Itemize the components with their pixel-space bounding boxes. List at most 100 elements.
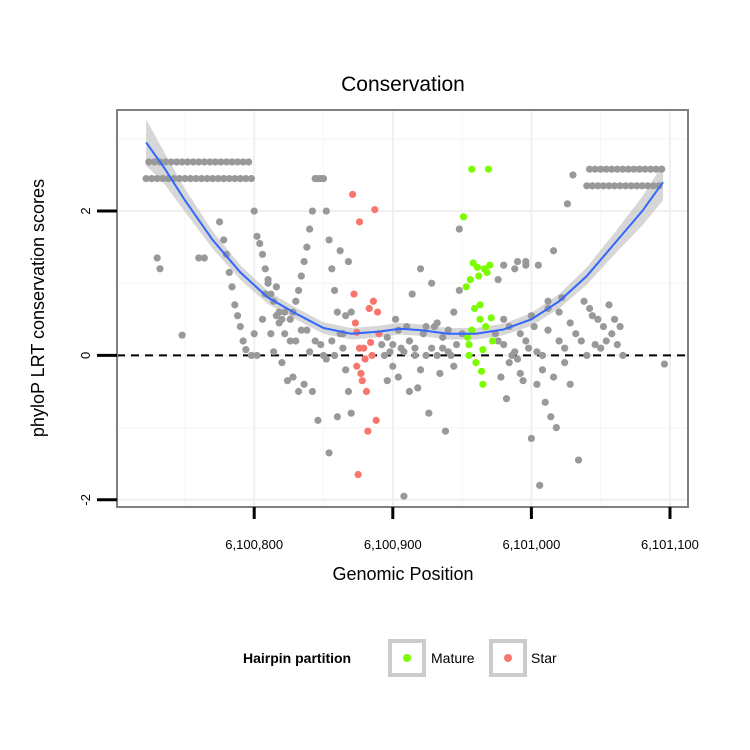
point-other <box>511 348 519 356</box>
point-other <box>308 387 317 396</box>
point-other <box>561 344 569 352</box>
point-other <box>225 174 233 183</box>
point-other <box>516 330 524 338</box>
point-other <box>588 182 596 190</box>
smooth-trend-line <box>145 141 664 335</box>
point-other <box>250 330 258 338</box>
point-other <box>189 158 197 166</box>
point-mature <box>482 322 490 331</box>
point-other <box>630 165 638 173</box>
point-other <box>184 158 192 166</box>
point-other <box>538 366 547 374</box>
point-other <box>172 158 181 166</box>
point-other <box>231 301 239 309</box>
point-other <box>522 337 530 345</box>
point-other <box>555 308 563 316</box>
point-other <box>525 344 533 352</box>
point-mature <box>465 340 473 349</box>
point-other <box>161 158 170 166</box>
point-other <box>605 301 613 309</box>
point-other <box>505 359 513 367</box>
point-other <box>622 182 630 190</box>
point-mature <box>487 314 495 322</box>
point-other <box>444 348 452 356</box>
point-other <box>541 398 549 406</box>
point-other <box>583 182 591 190</box>
point-other <box>619 165 627 173</box>
point-other <box>342 312 350 320</box>
point-other <box>215 218 224 226</box>
point-other <box>386 348 394 356</box>
point-other <box>422 351 430 360</box>
legend-item-mature: Mature <box>388 639 475 677</box>
point-other <box>211 158 220 166</box>
point-other <box>588 312 596 320</box>
point-other <box>610 315 619 323</box>
point-other <box>272 283 280 291</box>
point-other <box>527 434 535 443</box>
legend-item-star: Star <box>489 639 557 677</box>
point-other <box>419 330 427 338</box>
point-mature <box>484 165 493 173</box>
point-other <box>597 165 605 173</box>
point-other <box>311 337 319 345</box>
point-other <box>153 254 161 262</box>
point-other <box>314 416 322 424</box>
point-other <box>583 351 591 360</box>
point-other <box>236 174 244 183</box>
point-other <box>591 165 599 173</box>
point-other <box>497 373 505 381</box>
plot-panel <box>116 109 689 508</box>
point-other <box>278 315 286 323</box>
point-other <box>233 158 242 166</box>
point-other <box>209 174 217 183</box>
point-other <box>414 384 422 392</box>
point-other <box>197 174 206 183</box>
point-other <box>322 207 330 215</box>
point-other <box>200 254 208 262</box>
point-other <box>214 174 222 183</box>
point-star <box>365 304 373 313</box>
point-other <box>552 424 560 432</box>
point-other <box>561 359 569 367</box>
point-other <box>538 351 547 360</box>
point-other <box>245 158 253 166</box>
point-other <box>608 165 616 173</box>
point-other <box>148 174 156 183</box>
point-other <box>416 265 425 273</box>
point-other <box>555 337 563 345</box>
point-mature <box>486 261 494 269</box>
point-other <box>452 340 461 349</box>
point-other <box>236 322 244 331</box>
point-mature <box>468 326 476 334</box>
point-other <box>536 481 544 489</box>
point-other <box>142 174 150 183</box>
point-other <box>233 312 242 320</box>
point-other <box>203 174 211 183</box>
point-other <box>416 366 425 374</box>
point-other <box>328 337 336 345</box>
legend-label-mature: Mature <box>431 650 475 666</box>
point-other <box>633 182 641 190</box>
point-other <box>516 369 524 378</box>
point-other <box>391 315 400 323</box>
point-other <box>294 387 303 396</box>
point-other <box>610 182 619 190</box>
point-other <box>347 308 355 316</box>
point-other <box>566 319 574 327</box>
y-axis: -2 0 2 <box>78 207 117 506</box>
legend-key-star <box>489 639 527 677</box>
point-mature <box>459 213 468 221</box>
x-axis: 6,100,800 6,100,900 6,101,000 6,101,100 <box>225 507 699 552</box>
point-other <box>303 326 311 334</box>
point-other <box>544 326 552 334</box>
point-other <box>608 330 616 338</box>
point-other <box>175 174 183 183</box>
point-mature <box>473 263 481 271</box>
point-other <box>566 380 574 388</box>
point-other <box>400 492 408 500</box>
point-other <box>145 158 153 166</box>
point-other <box>325 236 333 244</box>
point-star <box>351 319 359 327</box>
